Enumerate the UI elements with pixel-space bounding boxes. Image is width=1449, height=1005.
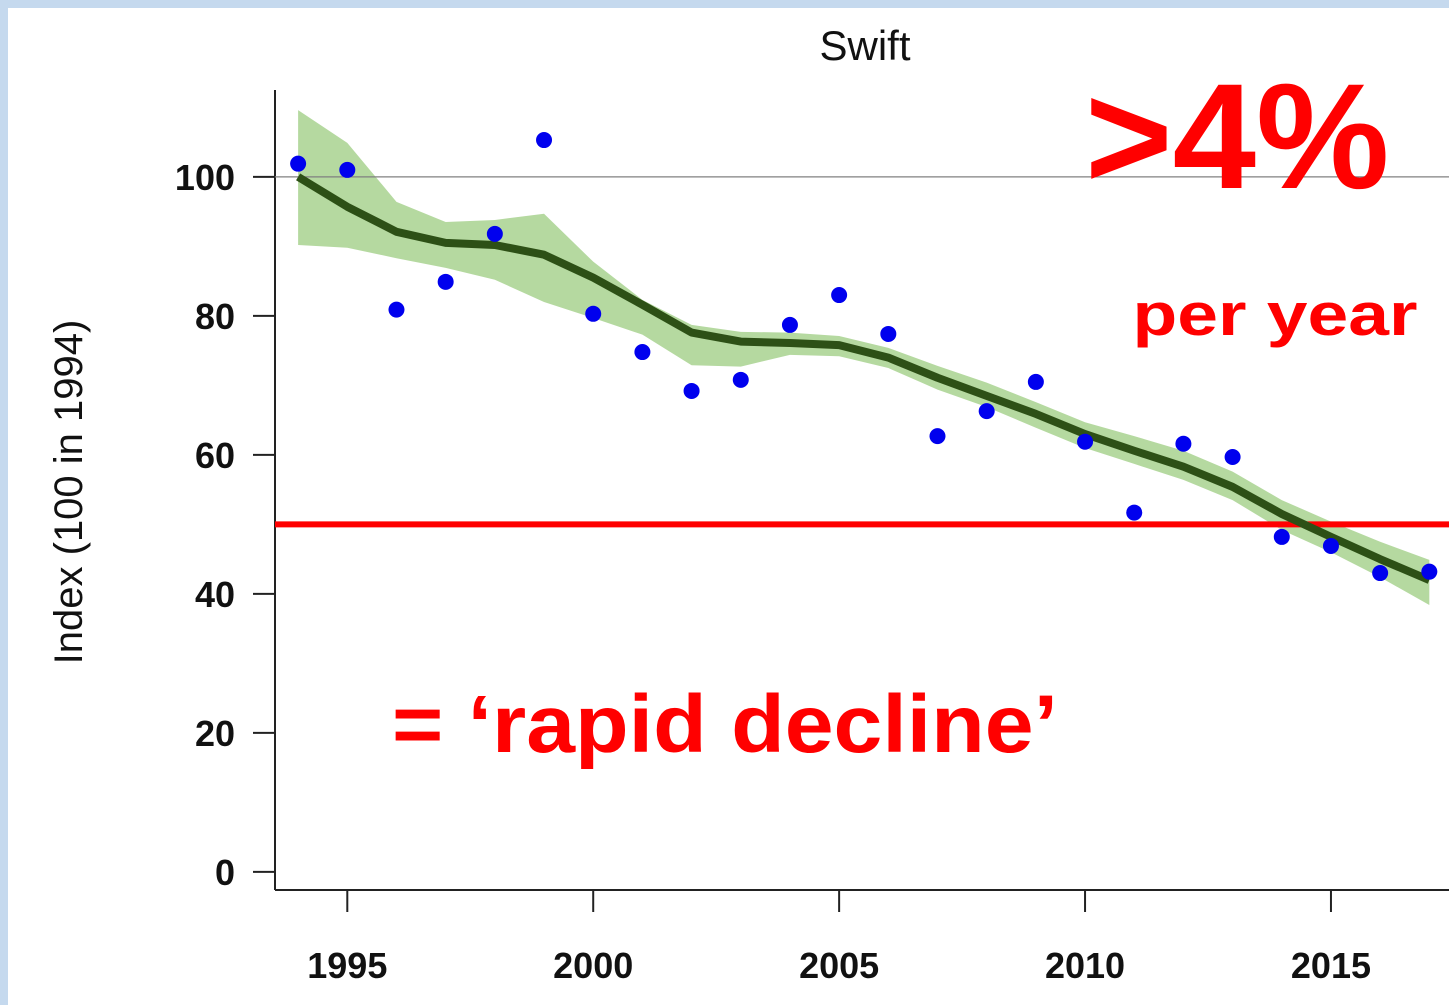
x-tick-label: 2010 [1045, 945, 1125, 986]
x-tick-label: 2015 [1291, 945, 1371, 986]
data-point [290, 155, 307, 172]
data-point [1077, 433, 1094, 450]
data-point [536, 132, 553, 149]
data-point [1175, 435, 1192, 452]
y-axis-label: Index (100 in 1994) [47, 320, 91, 665]
data-point [1322, 537, 1339, 554]
data-point [1224, 448, 1241, 465]
y-tick-label: 60 [195, 435, 235, 476]
chart-title: Swift [819, 22, 910, 69]
trend-line [296, 173, 1431, 584]
y-tick-label: 100 [175, 157, 235, 198]
x-tick-label: 2005 [799, 945, 879, 986]
x-tick-label: 2000 [553, 945, 633, 986]
data-point [831, 287, 848, 304]
data-point [388, 301, 405, 318]
data-point [339, 161, 356, 178]
annotation: per year [1133, 281, 1418, 348]
data-point [781, 316, 798, 333]
annotation: = ‘rapid decline’ [392, 679, 1058, 770]
data-point [437, 273, 454, 290]
data-point [634, 344, 651, 361]
data-point [880, 325, 897, 342]
y-tick-label: 80 [195, 296, 235, 337]
data-point [683, 382, 700, 399]
y-tick-label: 20 [195, 713, 235, 754]
background [8, 8, 1449, 1005]
data-point [929, 428, 946, 445]
x-tick-label: 1995 [307, 945, 387, 986]
data-point [978, 403, 995, 420]
confidence-band [298, 110, 1430, 606]
data-point [1126, 504, 1143, 521]
y-tick-label: 0 [215, 852, 235, 893]
y-tick-label: 40 [195, 574, 235, 615]
data-point [1421, 563, 1438, 580]
annotation: >4% [1085, 52, 1389, 220]
data-point [585, 305, 602, 322]
data-point [1027, 373, 1044, 390]
data-point [1372, 565, 1389, 582]
data-point [732, 371, 749, 388]
data-point [1273, 528, 1290, 545]
data-point [486, 225, 503, 242]
